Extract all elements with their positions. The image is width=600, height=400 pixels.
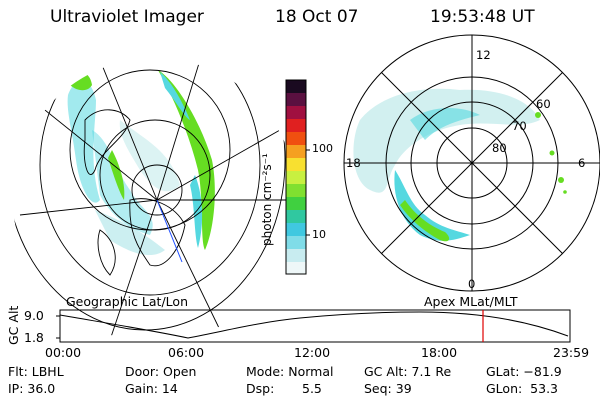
seq-status: Seq: 39 (364, 381, 412, 396)
colorbar (285, 79, 310, 275)
glon-status: GLon: 53.3 (486, 381, 558, 396)
mlt-label-18: 18 (346, 156, 361, 170)
mlt-label-12: 12 (476, 48, 491, 62)
colorbar-unit-label: photon cm⁻²s⁻¹ (260, 153, 274, 246)
door-status: Door: Open (125, 364, 197, 379)
mlat-label-60: 60 (536, 97, 551, 111)
geographic-map (13, 58, 297, 341)
time-tick: 06:00 (168, 345, 205, 360)
altitude-tick-high: 9.0 (24, 308, 44, 323)
right-panel-caption: Apex MLat/MLT (424, 294, 518, 309)
mode-status: Mode: Normal (246, 364, 334, 379)
time-tick: 23:59 (553, 345, 590, 360)
dsp-label: Dsp: (246, 381, 275, 396)
mlt-label-6: 6 (578, 156, 586, 170)
time-tick: 12:00 (294, 345, 331, 360)
time-tick: 00:00 (45, 345, 82, 360)
dsp-value: 5.5 (302, 381, 322, 396)
mlt-label-0: 0 (468, 277, 476, 291)
colorbar-tick-10: 10 (312, 228, 326, 241)
time-tick: 18:00 (421, 345, 458, 360)
polar-image (353, 88, 567, 242)
polar-grid (343, 34, 600, 292)
altitude-plot (56, 309, 571, 343)
date-label: 18 Oct 07 (275, 7, 359, 27)
filter-status: Flt: LBHL (8, 364, 64, 379)
gc-alt-status: GC Alt: 7.1 Re (364, 364, 452, 379)
left-panel-caption: Geographic Lat/Lon (66, 294, 188, 309)
altitude-tick-low: 1.8 (24, 330, 44, 345)
mlat-label-80: 80 (492, 141, 507, 155)
ip-status: IP: 36.0 (8, 381, 56, 396)
time-label: 19:53:48 UT (430, 7, 535, 27)
gain-status: Gain: 14 (125, 381, 178, 396)
glat-status: GLat: −81.9 (486, 364, 562, 379)
mlat-label-70: 70 (512, 119, 527, 133)
colorbar-tick-100: 100 (312, 142, 333, 155)
app-title: Ultraviolet Imager (50, 7, 204, 27)
altitude-axis-label: GC Alt (6, 305, 21, 345)
